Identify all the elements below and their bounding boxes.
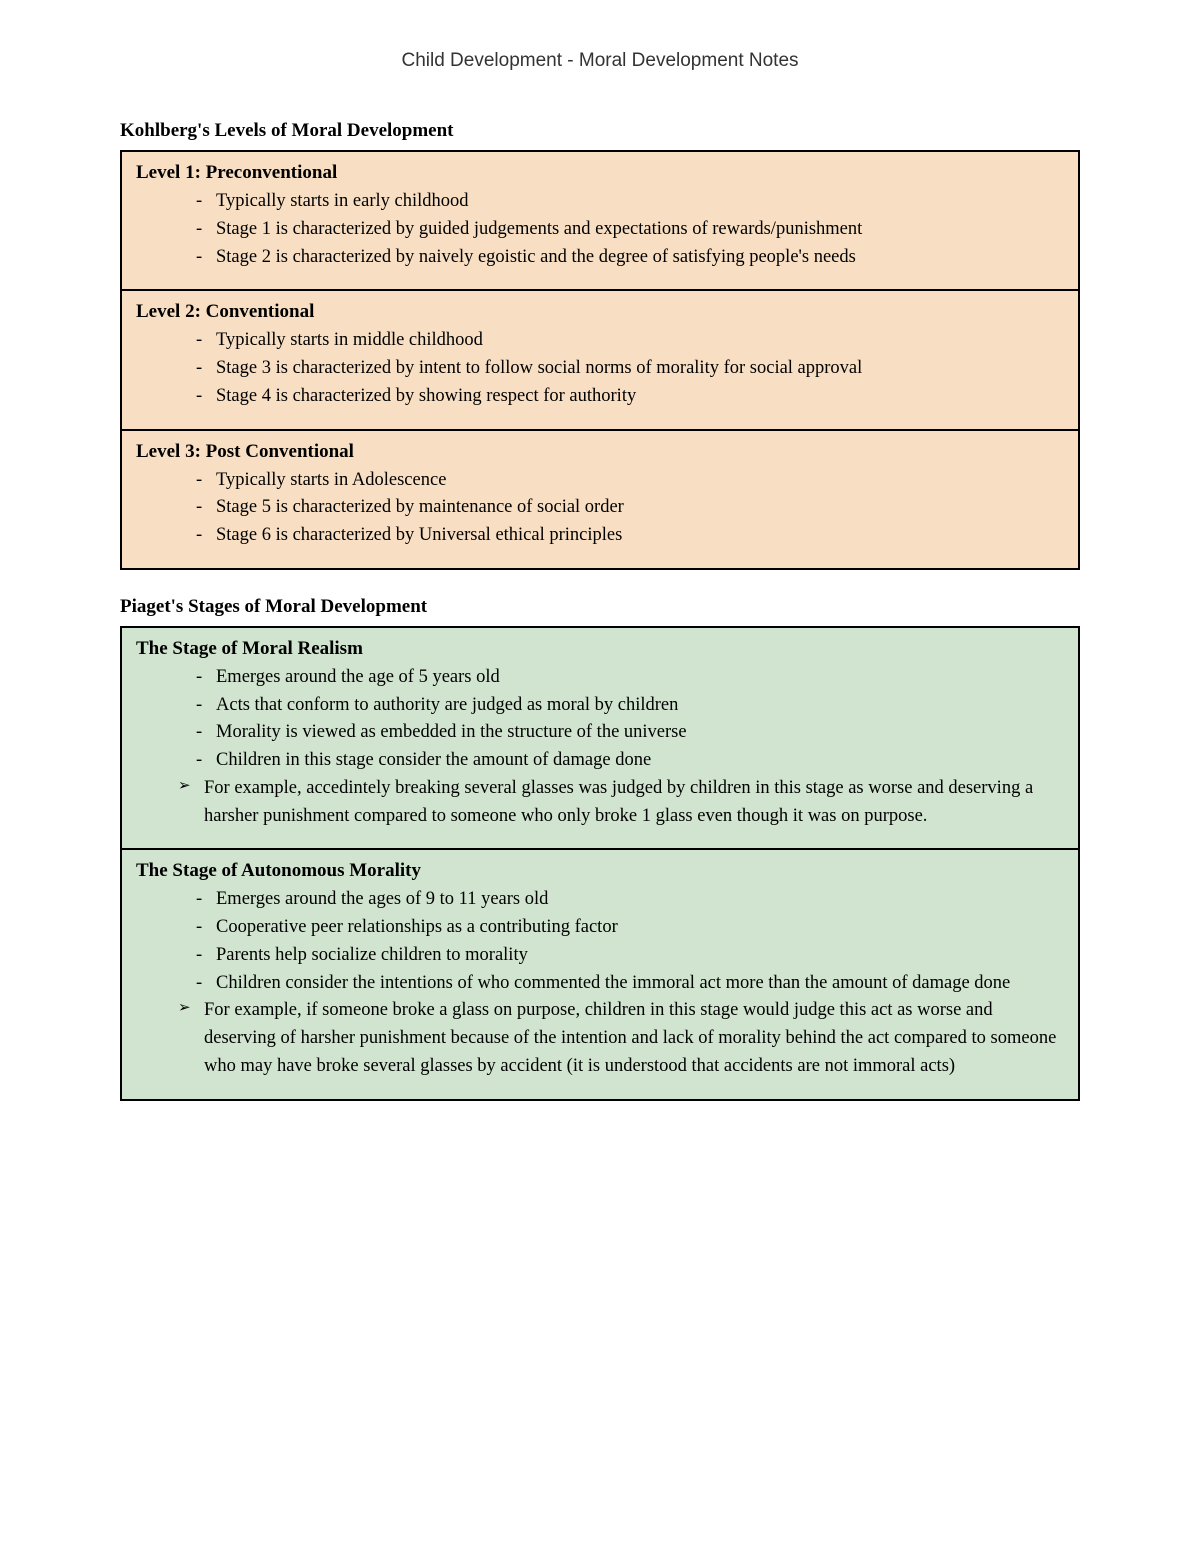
list-item: Emerges around the ages of 9 to 11 years…	[196, 886, 1064, 914]
section-title-kohlberg: Kohlberg's Levels of Moral Development	[120, 120, 1080, 142]
sub-list-item: For example, if someone broke a glass on…	[178, 997, 1064, 1080]
box-title: Level 2: Conventional	[136, 301, 1064, 323]
bullet-list: Typically starts in Adolescence Stage 5 …	[136, 467, 1064, 550]
list-item: Stage 5 is characterized by maintenance …	[196, 494, 1064, 522]
piaget-stage-1: The Stage of Moral Realism Emerges aroun…	[122, 628, 1078, 851]
bullet-list: Emerges around the ages of 9 to 11 years…	[136, 886, 1064, 997]
list-item: Children in this stage consider the amou…	[196, 747, 1064, 775]
box-title: The Stage of Autonomous Morality	[136, 860, 1064, 882]
piaget-stage-2: The Stage of Autonomous Morality Emerges…	[122, 850, 1078, 1098]
bullet-list: Typically starts in early childhood Stag…	[136, 188, 1064, 271]
list-item: Typically starts in early childhood	[196, 188, 1064, 216]
bullet-list: Emerges around the age of 5 years old Ac…	[136, 664, 1064, 775]
box-title: The Stage of Moral Realism	[136, 638, 1064, 660]
list-item: Typically starts in Adolescence	[196, 467, 1064, 495]
box-title: Level 3: Post Conventional	[136, 441, 1064, 463]
page-header: Child Development - Moral Development No…	[120, 50, 1080, 72]
list-item: Parents help socialize children to moral…	[196, 942, 1064, 970]
list-item: Stage 3 is characterized by intent to fo…	[196, 355, 1064, 383]
list-item: Stage 2 is characterized by naively egoi…	[196, 244, 1064, 272]
bullet-list: Typically starts in middle childhood Sta…	[136, 327, 1064, 410]
kohlberg-level-2: Level 2: Conventional Typically starts i…	[122, 291, 1078, 430]
sub-list-item: For example, accedintely breaking severa…	[178, 775, 1064, 831]
list-item: Cooperative peer relationships as a cont…	[196, 914, 1064, 942]
list-item: Stage 1 is characterized by guided judge…	[196, 216, 1064, 244]
list-item: Acts that conform to authority are judge…	[196, 692, 1064, 720]
sub-bullet-list: For example, if someone broke a glass on…	[136, 997, 1064, 1080]
list-item: Typically starts in middle childhood	[196, 327, 1064, 355]
box-title: Level 1: Preconventional	[136, 162, 1064, 184]
list-item: Emerges around the age of 5 years old	[196, 664, 1064, 692]
kohlberg-box: Level 1: Preconventional Typically start…	[120, 150, 1080, 570]
kohlberg-level-3: Level 3: Post Conventional Typically sta…	[122, 431, 1078, 568]
list-item: Stage 6 is characterized by Universal et…	[196, 522, 1064, 550]
list-item: Stage 4 is characterized by showing resp…	[196, 383, 1064, 411]
piaget-box: The Stage of Moral Realism Emerges aroun…	[120, 626, 1080, 1101]
list-item: Morality is viewed as embedded in the st…	[196, 719, 1064, 747]
list-item: Children consider the intentions of who …	[196, 970, 1064, 998]
sub-bullet-list: For example, accedintely breaking severa…	[136, 775, 1064, 831]
section-title-piaget: Piaget's Stages of Moral Development	[120, 596, 1080, 618]
kohlberg-level-1: Level 1: Preconventional Typically start…	[122, 152, 1078, 291]
